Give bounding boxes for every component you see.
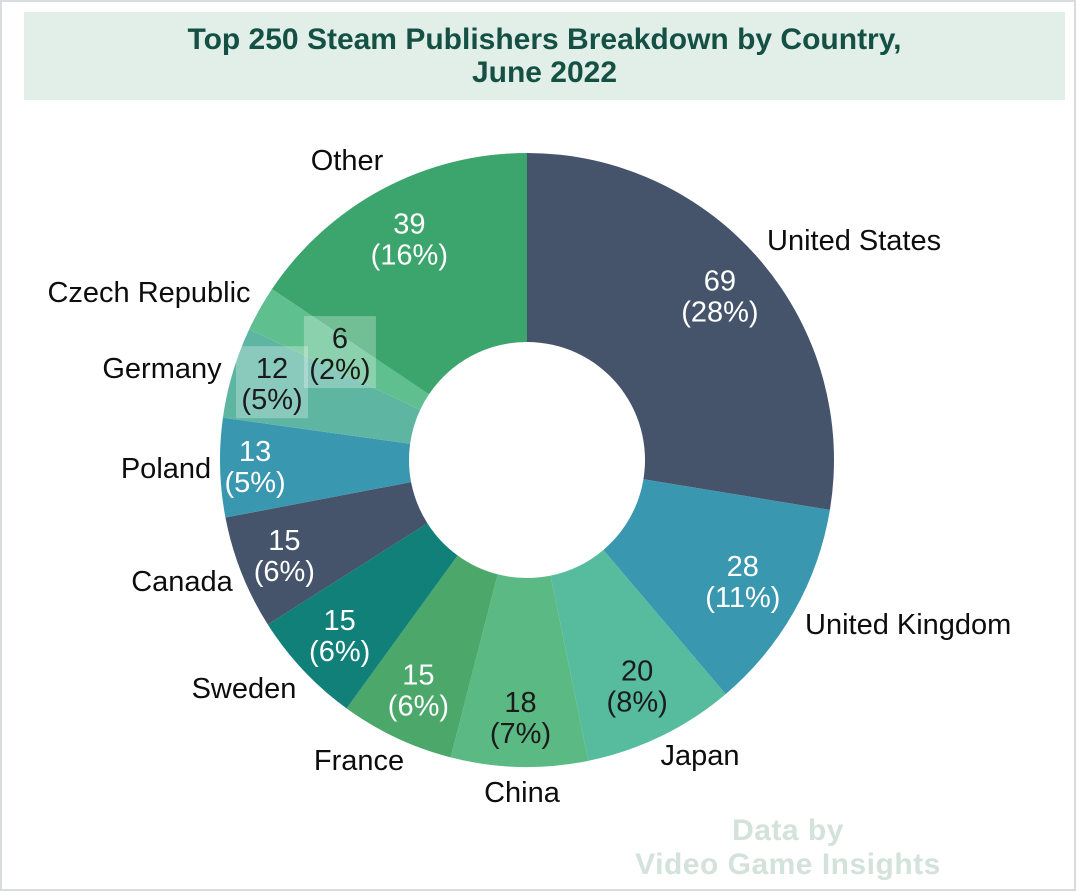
pie-slice-other (272, 153, 527, 395)
value-label-united-states: 69 (28%) (681, 265, 758, 328)
country-label-other: Other (311, 145, 384, 177)
value-label-bg-germany (236, 346, 309, 419)
country-label-france: France (314, 745, 404, 777)
value-label-sweden: 15 (6%) (309, 605, 370, 668)
country-label-germany: Germany (102, 353, 222, 385)
chart-title: Top 250 Steam Publishers Breakdown by Co… (24, 12, 1065, 100)
pie-slice-poland (220, 417, 412, 518)
pie-slice-germany (222, 329, 421, 444)
country-label-china: China (484, 777, 561, 809)
watermark: Data by Video Game Insights (542, 814, 1034, 882)
country-label-poland: Poland (121, 453, 211, 485)
value-label-france: 15 (6%) (388, 660, 449, 723)
value-label-czech-republic: 6 (2%) (309, 323, 370, 386)
country-label-united-states: United States (767, 225, 941, 257)
pie-slice-canada (225, 482, 428, 625)
country-label-canada: Canada (131, 566, 233, 598)
value-label-japan: 20 (8%) (607, 656, 668, 719)
value-label-other: 39 (16%) (371, 208, 448, 271)
value-label-canada: 15 (6%) (254, 525, 315, 588)
pie-slice-united-kingdom (603, 479, 830, 695)
value-label-poland: 13 (5%) (224, 436, 285, 499)
pie-slice-france (346, 555, 498, 758)
watermark-line1: Data by (732, 814, 844, 847)
pie-slice-china (450, 574, 589, 768)
chart-title-line1: Top 250 Steam Publishers Breakdown by Co… (187, 23, 902, 56)
country-label-japan: Japan (660, 740, 739, 772)
country-label-czech-republic: Czech Republic (47, 277, 250, 309)
value-label-bg-czech-republic (303, 316, 376, 389)
pie-slice-sweden (267, 523, 458, 709)
pie-slice-japan (550, 549, 726, 761)
value-label-united-kingdom: 28 (11%) (705, 551, 780, 614)
value-label-china: 18 (7%) (490, 687, 551, 750)
country-label-sweden: Sweden (192, 673, 297, 705)
country-label-united-kingdom: United Kingdom (805, 609, 1011, 641)
watermark-line2: Video Game Insights (635, 848, 941, 881)
chart-title-line2: June 2022 (471, 56, 618, 89)
value-label-germany: 12 (5%) (241, 353, 302, 416)
pie-slice-czech-republic (249, 289, 429, 410)
pie-slice-united-states (527, 153, 834, 510)
